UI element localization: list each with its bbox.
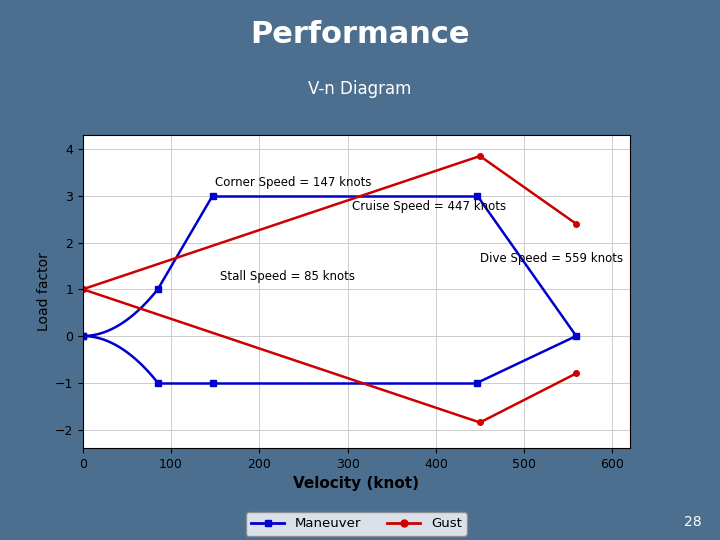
Text: V-n Diagram: V-n Diagram <box>308 79 412 98</box>
Text: Performance: Performance <box>251 20 469 49</box>
X-axis label: Velocity (knot): Velocity (knot) <box>294 476 419 491</box>
Text: Dive Speed = 559 knots: Dive Speed = 559 knots <box>480 252 623 265</box>
Y-axis label: Load factor: Load factor <box>37 252 50 331</box>
Legend: Maneuver, Gust: Maneuver, Gust <box>246 512 467 536</box>
Text: 28: 28 <box>685 515 702 529</box>
Text: Corner Speed = 147 knots: Corner Speed = 147 knots <box>215 176 372 189</box>
Text: Stall Speed = 85 knots: Stall Speed = 85 knots <box>220 269 355 282</box>
Text: Cruise Speed = 447 knots: Cruise Speed = 447 knots <box>352 200 506 213</box>
